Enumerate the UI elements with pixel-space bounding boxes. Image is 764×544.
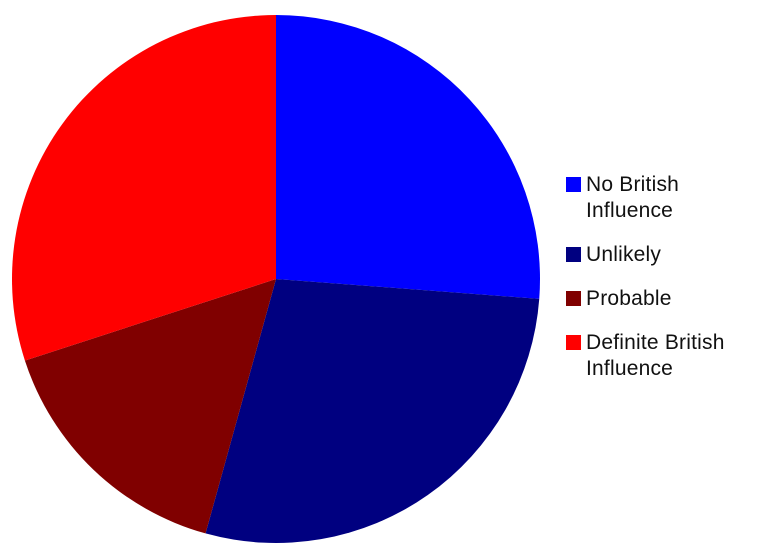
pie-plot-area: [11, 14, 541, 543]
legend-item-probable: Probable: [566, 286, 762, 312]
legend-label-no-british-influence: No British Influence: [586, 173, 680, 222]
legend-swatch-no-british-influence: [566, 177, 581, 192]
legend-swatch-probable: [566, 291, 581, 306]
legend-label-unlikely: Unlikely: [586, 243, 662, 266]
pie-slice-no-british-influence: [276, 14, 541, 299]
legend-swatch-definite-british-influence: [566, 335, 581, 350]
legend-label-definite-british-influence: Definite British Influence: [586, 331, 725, 380]
pie-slice-unlikely: [205, 279, 540, 543]
legend-item-unlikely: Unlikely: [566, 242, 762, 268]
legend-swatch-unlikely: [566, 247, 581, 262]
pie-slice-definite-british-influence: [11, 15, 276, 361]
legend: No British Influence Unlikely Probable D…: [566, 172, 762, 400]
pie-slice-probable: [24, 279, 277, 534]
legend-item-no-british-influence: No British Influence: [566, 172, 762, 224]
legend-label-probable: Probable: [586, 287, 672, 310]
legend-item-definite-british-influence: Definite British Influence: [566, 330, 762, 382]
